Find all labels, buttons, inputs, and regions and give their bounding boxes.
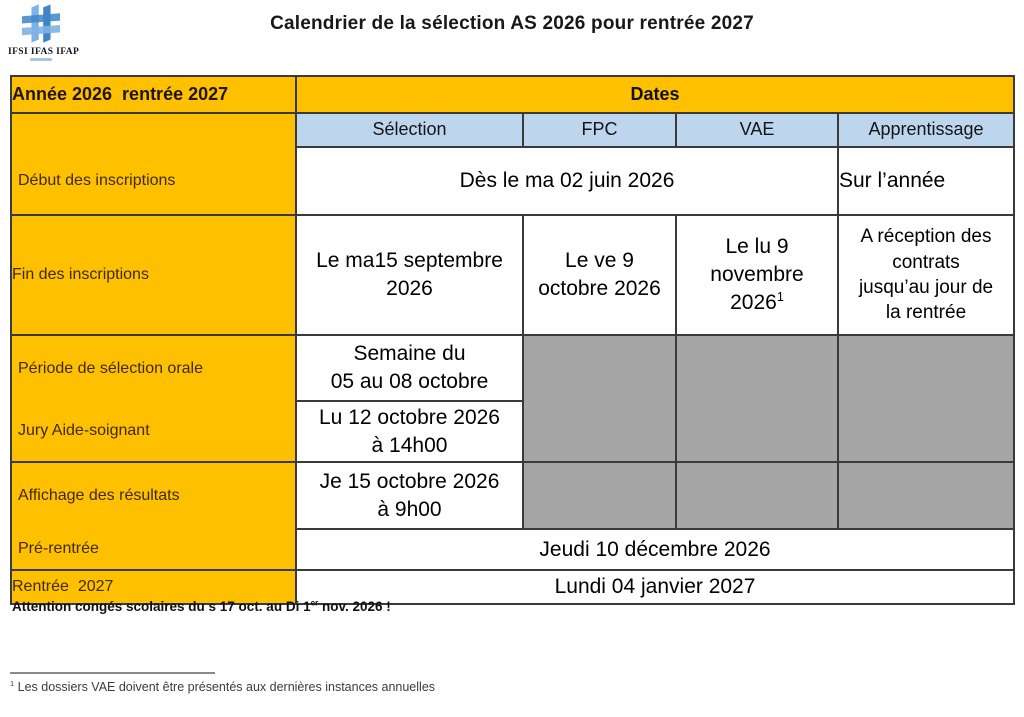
cell-periode-vae-empty: [675, 334, 839, 463]
fin-vae-text: Le lu 9 novembre 2026: [710, 235, 804, 314]
cell-debut-main: Dès le ma 02 juin 2026: [295, 145, 839, 217]
cell-periode-selection: Semaine du 05 au 08 octobre: [295, 333, 524, 403]
cell-affichage-prerentree-label: Affichage des résultats Pré-rentrée: [10, 461, 297, 571]
cell-periode-jury-label: Période de sélection orale Jury Aide-soi…: [10, 334, 297, 463]
subheader-apprentissage: Apprentissage: [836, 112, 1016, 148]
subheader-selection: Sélection: [295, 112, 524, 148]
cell-periode-apprentissage-empty: [836, 334, 1016, 463]
attention-tail: nov. 2026 !: [318, 599, 391, 614]
cell-periode-fpc-empty: [522, 334, 677, 463]
cell-debut-apprentissage: Sur l’année: [836, 145, 1016, 217]
cell-debut-label: Début des inscriptions: [10, 112, 297, 216]
hash-logo-icon: [21, 4, 61, 43]
attention-sup: er: [310, 598, 319, 608]
footnote: 1 Les dossiers VAE doivent être présenté…: [10, 680, 435, 694]
attention-text: Attention congés scolaires du s 17 oct. …: [12, 599, 311, 614]
attention-note: Attention congés scolaires du s 17 oct. …: [12, 599, 391, 614]
logo: IFSI IFAS IFAP: [8, 3, 80, 61]
cell-fin-selection: Le ma15 septembre 2026: [295, 214, 524, 336]
spacer: [13, 115, 294, 147]
cell-affichage-fpc-empty: [522, 460, 677, 531]
cell-affichage-apprentissage-empty: [836, 460, 1016, 531]
cell-affichage-selection: Je 15 octobre 2026 à 9h00: [295, 460, 524, 531]
cell-rentree-label: Rentrée 2027: [10, 569, 297, 605]
footnote-ref: 1: [10, 678, 15, 688]
cell-prerentree-value: Jeudi 10 décembre 2026: [294, 528, 1016, 571]
cell-fin-apprentissage: A réception des contrats jusqu’au jour d…: [836, 214, 1016, 336]
page-title: Calendrier de la sélection AS 2026 pour …: [270, 13, 754, 34]
cell-affichage-vae-empty: [675, 460, 839, 531]
jury-label: Jury Aide-soignant: [18, 422, 150, 439]
header-annee-cell: Année 2026 rentrée 2027: [10, 75, 297, 114]
footnote-separator: [10, 672, 215, 674]
prerentree-label: Pré-rentrée: [18, 540, 99, 557]
cell-fin-fpc: Le ve 9 octobre 2026: [522, 214, 677, 336]
periode-label: Période de sélection orale: [18, 359, 204, 377]
debut-label: Début des inscriptions: [18, 171, 176, 189]
footnote-text: Les dossiers VAE doivent être présentés …: [14, 680, 436, 694]
calendar-table: Année 2026 rentrée 2027 Dates Début des …: [10, 75, 1016, 605]
fin-vae-footnote-ref: 1: [776, 289, 784, 304]
logo-text: IFSI IFAS IFAP: [8, 47, 80, 57]
subheader-vae: VAE: [675, 112, 839, 148]
affichage-label: Affichage des résultats: [18, 487, 180, 504]
subheader-fpc: FPC: [522, 112, 677, 148]
cell-jury-selection: Lu 12 octobre 2026 à 14h00: [295, 400, 524, 463]
header-dates-cell: Dates: [294, 75, 1016, 114]
cell-fin-label: Fin des inscriptions: [10, 214, 297, 336]
cell-rentree-value: Lundi 04 janvier 2027: [294, 569, 1016, 605]
cell-fin-vae: Le lu 9 novembre 20261: [675, 214, 839, 336]
logo-subtext: [30, 58, 52, 61]
